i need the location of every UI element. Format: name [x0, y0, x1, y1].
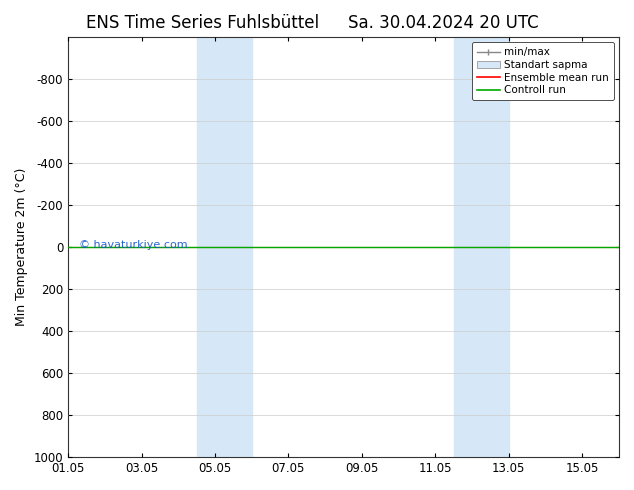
Y-axis label: Min Temperature 2m (°C): Min Temperature 2m (°C): [15, 168, 28, 326]
Text: ENS Time Series Fuhlsbüttel: ENS Time Series Fuhlsbüttel: [86, 14, 320, 32]
Legend: min/max, Standart sapma, Ensemble mean run, Controll run: min/max, Standart sapma, Ensemble mean r…: [472, 42, 614, 100]
Bar: [197, 37, 252, 457]
Text: © havaturkiye.com: © havaturkiye.com: [79, 240, 188, 250]
Text: Sa. 30.04.2024 20 UTC: Sa. 30.04.2024 20 UTC: [349, 14, 539, 32]
Bar: [454, 37, 509, 457]
